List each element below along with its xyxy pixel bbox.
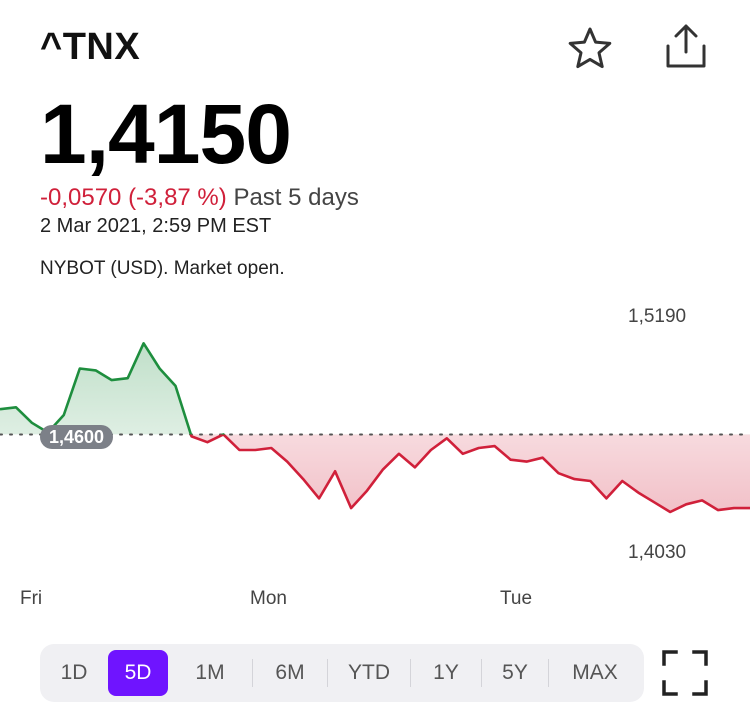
price-line-up <box>0 342 226 435</box>
x-label-mon: Mon <box>250 588 287 609</box>
divider <box>548 659 549 687</box>
fullscreen-button[interactable] <box>660 648 710 698</box>
price-change: -0,0570 (-3,87 %) <box>40 184 227 211</box>
price-line-down <box>189 434 750 514</box>
x-label-tue: Tue <box>500 588 533 609</box>
y-high-label: 1,5190 <box>628 306 687 327</box>
range-max[interactable]: MAX <box>572 661 618 684</box>
range-ytd[interactable]: YTD <box>348 661 390 684</box>
fullscreen-icon <box>662 650 708 696</box>
range-5y[interactable]: 5Y <box>502 661 528 684</box>
range-1m[interactable]: 1M <box>195 661 225 684</box>
divider <box>481 659 482 687</box>
price-change-line: -0,0570 (-3,87 %) Past 5 days <box>40 184 359 212</box>
ticker-symbol: ^TNX <box>40 26 141 68</box>
x-label-fri: Fri <box>20 588 43 609</box>
quote-timestamp: 2 Mar 2021, 2:59 PM EST <box>40 215 272 237</box>
share-button[interactable] <box>662 22 710 70</box>
star-icon <box>568 27 612 69</box>
divider <box>410 659 411 687</box>
reference-price-badge: 1,4600 <box>40 425 114 449</box>
share-icon <box>666 24 706 68</box>
range-5d[interactable]: 5D <box>108 650 168 696</box>
divider <box>252 659 253 687</box>
change-period: Past 5 days <box>233 184 359 211</box>
favorite-button[interactable] <box>566 24 614 72</box>
current-price: 1,4150 <box>40 87 292 181</box>
range-selector: 1D 5D 1M 6M YTD 1Y 5Y MAX <box>40 644 644 702</box>
range-1y[interactable]: 1Y <box>433 661 459 684</box>
range-1d[interactable]: 1D <box>60 661 88 684</box>
divider <box>327 659 328 687</box>
y-low-label: 1,4030 <box>628 542 687 563</box>
market-status: NYBOT (USD). Market open. <box>40 258 285 279</box>
range-6m[interactable]: 6M <box>275 661 305 684</box>
